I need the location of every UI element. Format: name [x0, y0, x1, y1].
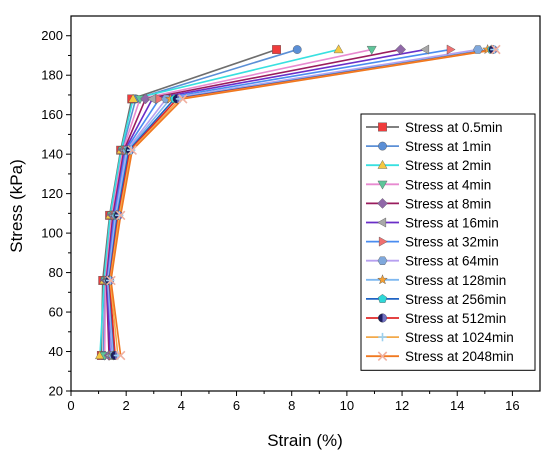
series-line-3	[99, 48, 339, 356]
data-point	[127, 145, 138, 155]
y-tick-label: 60	[49, 305, 63, 320]
legend-marker	[378, 141, 387, 151]
data-point	[140, 93, 151, 105]
x-tick-label: 10	[340, 398, 354, 413]
data-point	[333, 44, 344, 54]
x-tick-label: 16	[505, 398, 519, 413]
legend-entry: Stress at 16min	[366, 216, 499, 231]
legend-label: Stress at 8min	[405, 196, 491, 211]
legend-entry: Stress at 32min	[366, 235, 499, 250]
axes-layer: 0 2 4 6 8 10 12 14 16 20 40 60 80 100 120 140 160 180 200	[41, 15, 541, 413]
legend-label: Stress at 2min	[405, 158, 491, 173]
marker-layer	[95, 43, 501, 361]
series-line-2	[102, 48, 298, 356]
legend-label: Stress at 0.5min	[405, 120, 503, 135]
legend-marker	[377, 198, 388, 209]
legend-entry: Stress at 1024min	[366, 330, 514, 345]
data-point	[446, 44, 456, 55]
data-point	[491, 44, 501, 55]
y-tick-label: 20	[49, 384, 63, 399]
legend-label: Stress at 256min	[405, 292, 506, 307]
y-tick-label: 40	[49, 344, 63, 359]
series-layer	[99, 48, 496, 356]
legend-marker	[377, 217, 387, 228]
x-tick-label: 2	[123, 398, 130, 413]
data-point	[490, 45, 499, 54]
legend-entry: Stress at 8min	[366, 196, 491, 211]
legend-marker	[377, 294, 388, 303]
legend-marker	[377, 256, 388, 265]
y-tick-label: 200	[41, 28, 63, 43]
legend-label: Stress at 1024min	[405, 330, 514, 345]
legend-entry: Stress at 1min	[366, 139, 491, 154]
legend-entry: Stress at 128min	[366, 273, 506, 288]
legend-entry: Stress at 256min	[366, 292, 506, 307]
legend-label: Stress at 128min	[405, 273, 506, 288]
data-point	[177, 94, 188, 104]
legend-marker	[378, 313, 387, 323]
x-tick-label: 6	[233, 398, 240, 413]
x-tick-label: 14	[450, 398, 464, 413]
series-line-6	[106, 48, 426, 356]
x-tick-label: 12	[395, 398, 409, 413]
legend-label: Stress at 2048min	[405, 349, 514, 364]
data-point	[272, 45, 281, 54]
data-point	[115, 350, 126, 361]
y-tick-label: 160	[41, 107, 63, 122]
data-point	[128, 93, 139, 103]
y-tick-label: 100	[41, 226, 63, 241]
x-tick-label: 4	[178, 398, 185, 413]
data-point	[115, 211, 124, 220]
data-point	[292, 45, 302, 54]
legend-label: Stress at 1min	[405, 139, 491, 154]
legend-label: Stress at 64min	[405, 254, 499, 269]
legend-marker	[378, 236, 388, 247]
legend-entry: Stress at 4min	[366, 177, 491, 192]
legend-marker	[377, 159, 388, 169]
series-line-13	[110, 48, 496, 356]
y-axis-label: Stress (kPa)	[7, 159, 26, 253]
y-tick-label: 140	[41, 147, 63, 162]
legend-marker	[377, 351, 388, 361]
legend-marker	[377, 180, 388, 190]
legend-label: Stress at 512min	[405, 311, 506, 326]
data-point	[115, 210, 126, 221]
legend-marker	[378, 122, 387, 132]
legend-entry: Stress at 512min	[366, 311, 506, 326]
y-tick-label: 80	[49, 265, 63, 280]
y-tick-label: 180	[41, 68, 63, 83]
y-tick-label: 120	[41, 186, 63, 201]
x-tick-label: 0	[67, 398, 74, 413]
legend-entry: Stress at 0.5min	[366, 120, 503, 135]
legend-entry: Stress at 64min	[366, 254, 499, 269]
data-point	[395, 44, 407, 55]
legend-marker	[377, 274, 388, 285]
legend: Stress at 0.5min Stress at 1min Stress at …	[360, 113, 536, 371]
plot-frame	[70, 15, 541, 392]
legend-entry: Stress at 2048min	[366, 349, 514, 364]
series-line-4	[103, 48, 372, 356]
data-point	[155, 93, 165, 104]
x-tick-label: 8	[288, 398, 295, 413]
data-point	[420, 44, 430, 55]
legend-label: Stress at 32min	[405, 235, 499, 250]
legend-marker	[378, 332, 387, 342]
legend-label: Stress at 16min	[405, 216, 499, 231]
x-axis-label: Strain (%)	[267, 431, 343, 450]
data-point	[366, 45, 377, 55]
data-point	[473, 45, 483, 54]
legend-label: Stress at 4min	[405, 177, 491, 192]
data-point	[106, 275, 116, 286]
legend-entry: Stress at 2min	[366, 158, 491, 173]
